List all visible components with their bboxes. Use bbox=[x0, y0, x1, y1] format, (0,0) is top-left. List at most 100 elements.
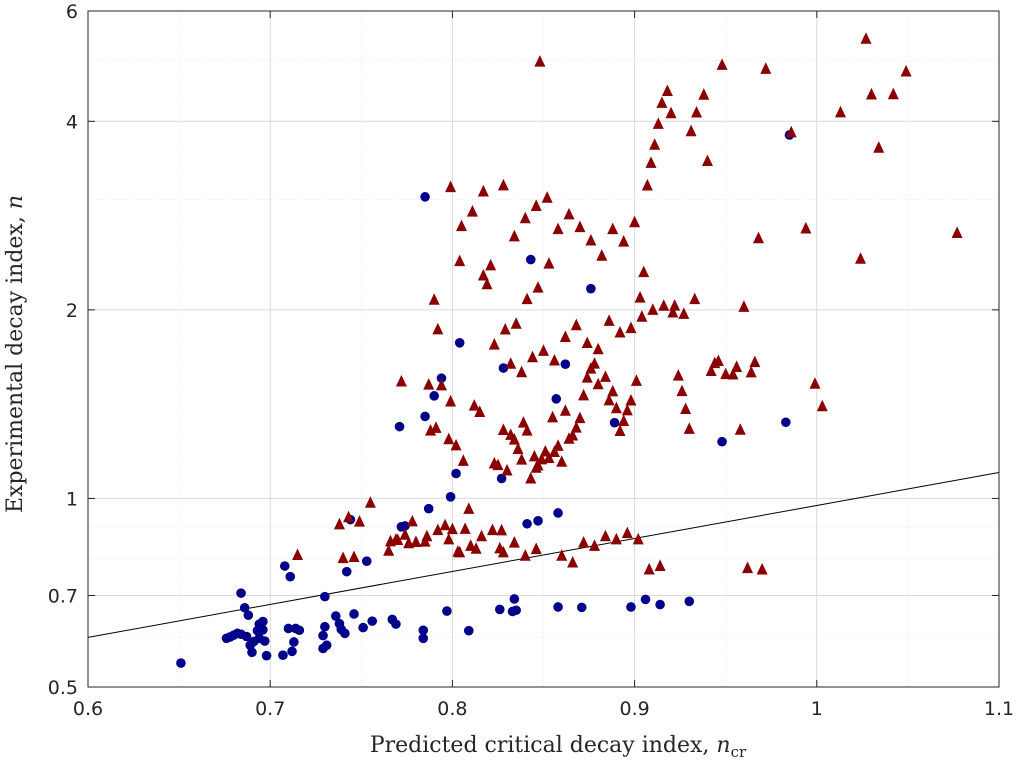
data-point-triangle bbox=[348, 550, 360, 563]
data-point-triangle bbox=[603, 314, 615, 326]
data-point-circle bbox=[717, 436, 727, 447]
data-point-triangle bbox=[497, 545, 509, 558]
data-points bbox=[176, 32, 963, 668]
data-point-circle bbox=[640, 594, 651, 605]
data-point-triangle bbox=[607, 222, 619, 235]
data-point-triangle bbox=[816, 399, 828, 412]
data-point-triangle bbox=[951, 226, 963, 238]
data-point-triangle bbox=[581, 336, 593, 349]
x-axis-label: Predicted critical decay index, ncr bbox=[370, 733, 747, 761]
data-point-circle bbox=[361, 556, 372, 566]
data-point-circle bbox=[287, 646, 297, 657]
data-point-triangle bbox=[865, 87, 877, 100]
data-point-triangle bbox=[563, 207, 575, 220]
data-point-triangle bbox=[510, 317, 522, 329]
data-point-triangle bbox=[470, 542, 482, 554]
data-point-triangle bbox=[645, 156, 657, 168]
data-point-triangle bbox=[614, 325, 626, 338]
data-point-triangle bbox=[678, 307, 690, 319]
data-point-triangle bbox=[395, 374, 407, 387]
data-point-triangle bbox=[499, 323, 511, 335]
data-point-triangle bbox=[745, 365, 757, 378]
data-point-triangle bbox=[532, 281, 544, 293]
data-point-circle bbox=[511, 605, 521, 616]
data-point-triangle bbox=[432, 322, 444, 335]
data-point-circle bbox=[340, 628, 350, 639]
data-point-triangle bbox=[680, 402, 692, 414]
data-point-triangle bbox=[541, 191, 553, 203]
data-point-circle bbox=[429, 391, 439, 401]
data-point-triangle bbox=[516, 365, 528, 378]
y-axis-label: Experimental decay index, n bbox=[3, 195, 28, 513]
data-point-circle bbox=[498, 363, 509, 373]
data-point-circle bbox=[321, 640, 332, 651]
data-point-triangle bbox=[474, 405, 486, 417]
data-point-circle bbox=[283, 623, 294, 634]
data-point-triangle bbox=[701, 154, 713, 167]
data-point-triangle bbox=[364, 496, 376, 508]
data-point-triangle bbox=[610, 532, 622, 545]
data-point-circle bbox=[626, 602, 636, 612]
data-point-circle bbox=[445, 492, 456, 502]
data-point-triangle bbox=[532, 458, 544, 471]
data-point-triangle bbox=[343, 510, 355, 523]
data-point-triangle bbox=[652, 117, 664, 129]
data-point-triangle bbox=[634, 291, 646, 303]
data-point-triangle bbox=[607, 384, 619, 397]
data-point-triangle bbox=[476, 529, 488, 542]
data-point-circle bbox=[241, 631, 252, 642]
data-point-circle bbox=[420, 411, 430, 422]
data-point-triangle bbox=[834, 105, 846, 118]
data-point-circle bbox=[418, 633, 429, 644]
y-tick-label: 6 bbox=[66, 1, 78, 23]
data-point-triangle bbox=[599, 370, 611, 382]
x-tick-label: 1 bbox=[811, 698, 823, 720]
data-point-triangle bbox=[727, 367, 739, 380]
data-point-triangle bbox=[785, 125, 797, 138]
data-point-triangle bbox=[465, 539, 477, 551]
data-point-circle bbox=[436, 373, 447, 383]
data-point-triangle bbox=[439, 518, 451, 531]
data-point-triangle bbox=[669, 299, 681, 311]
tick-labels: 0.6 0.7 0.8 0.9 1 1.1 0.5 0.7 1 2 4 6 bbox=[48, 1, 1014, 720]
data-point-triangle bbox=[567, 555, 579, 568]
data-point-triangle bbox=[643, 562, 655, 575]
plot-frame bbox=[87, 10, 1000, 688]
data-point-circle bbox=[418, 625, 429, 636]
data-point-triangle bbox=[654, 559, 666, 571]
data-point-circle bbox=[358, 622, 368, 633]
data-point-triangle bbox=[629, 215, 641, 228]
data-point-triangle bbox=[432, 523, 444, 536]
data-point-triangle bbox=[647, 303, 659, 315]
data-point-triangle bbox=[667, 306, 679, 318]
data-point-triangle bbox=[589, 357, 601, 369]
data-point-circle bbox=[560, 359, 571, 369]
data-point-circle bbox=[258, 616, 268, 627]
data-point-triangle bbox=[570, 318, 582, 331]
data-point-triangle bbox=[809, 377, 821, 389]
data-point-circle bbox=[247, 647, 257, 658]
data-point-triangle bbox=[665, 106, 677, 119]
data-point-triangle bbox=[760, 62, 772, 74]
data-point-triangle bbox=[521, 292, 533, 305]
data-point-triangle bbox=[752, 231, 764, 244]
data-point-triangle bbox=[501, 463, 513, 476]
axis-ticks bbox=[87, 10, 1000, 688]
data-point-circle bbox=[553, 508, 563, 518]
data-point-triangle bbox=[625, 393, 637, 406]
data-point-triangle bbox=[621, 526, 633, 539]
data-point-triangle bbox=[548, 445, 560, 457]
data-point-triangle bbox=[463, 502, 475, 514]
data-point-triangle bbox=[599, 529, 611, 542]
data-point-triangle bbox=[552, 439, 564, 451]
data-point-circle bbox=[576, 602, 587, 613]
data-point-triangle bbox=[887, 87, 899, 100]
y-tick-label: 2 bbox=[66, 300, 78, 322]
data-point-triangle bbox=[712, 354, 724, 367]
data-point-triangle bbox=[632, 532, 644, 545]
data-point-circle bbox=[586, 283, 596, 294]
x-tick-label: 0.8 bbox=[437, 698, 467, 720]
data-point-circle bbox=[423, 503, 434, 514]
data-point-triangle bbox=[488, 338, 500, 350]
data-point-triangle bbox=[456, 219, 468, 232]
